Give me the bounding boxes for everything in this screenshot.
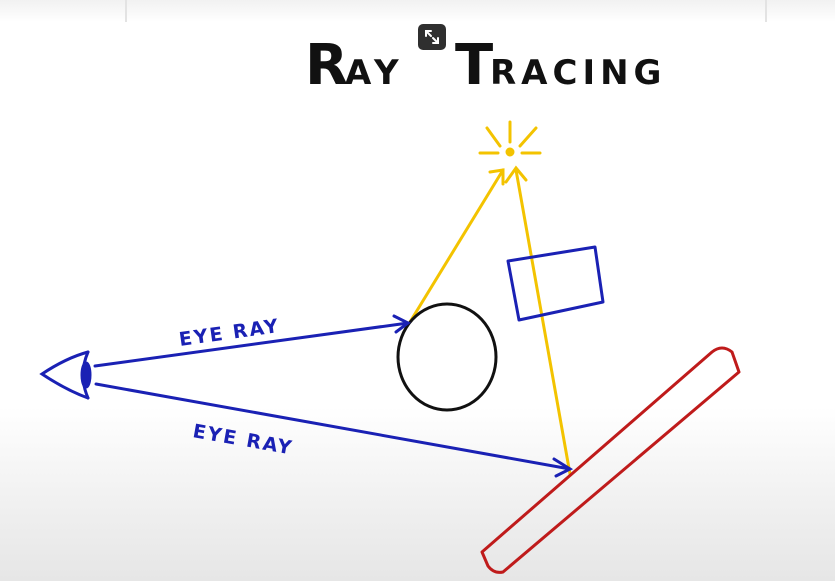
eye-ray-lower <box>94 382 574 478</box>
sphere-object <box>396 302 498 412</box>
light-ray-from-mirror <box>504 165 572 476</box>
video-top-strip <box>0 0 835 22</box>
eye-ray-label-lower: EYE RAY <box>191 420 295 459</box>
expand-arrows-icon <box>425 30 439 44</box>
frame-divider <box>765 0 767 22</box>
frame-divider <box>125 0 127 22</box>
light-ray-from-sphere <box>408 168 505 324</box>
expand-button[interactable] <box>418 24 446 50</box>
title-word-racing: RACING <box>490 53 666 93</box>
eye-icon <box>39 350 92 400</box>
mirror-object <box>480 346 741 574</box>
eye-ray-label-upper: EYE RAY <box>178 315 282 351</box>
title-initial-r: R <box>305 33 348 98</box>
eye-ray-upper <box>93 314 411 368</box>
title-word-ay: AY <box>345 53 405 93</box>
light-source <box>478 120 542 157</box>
title-initial-t: T <box>455 33 493 98</box>
box-object <box>506 245 605 322</box>
